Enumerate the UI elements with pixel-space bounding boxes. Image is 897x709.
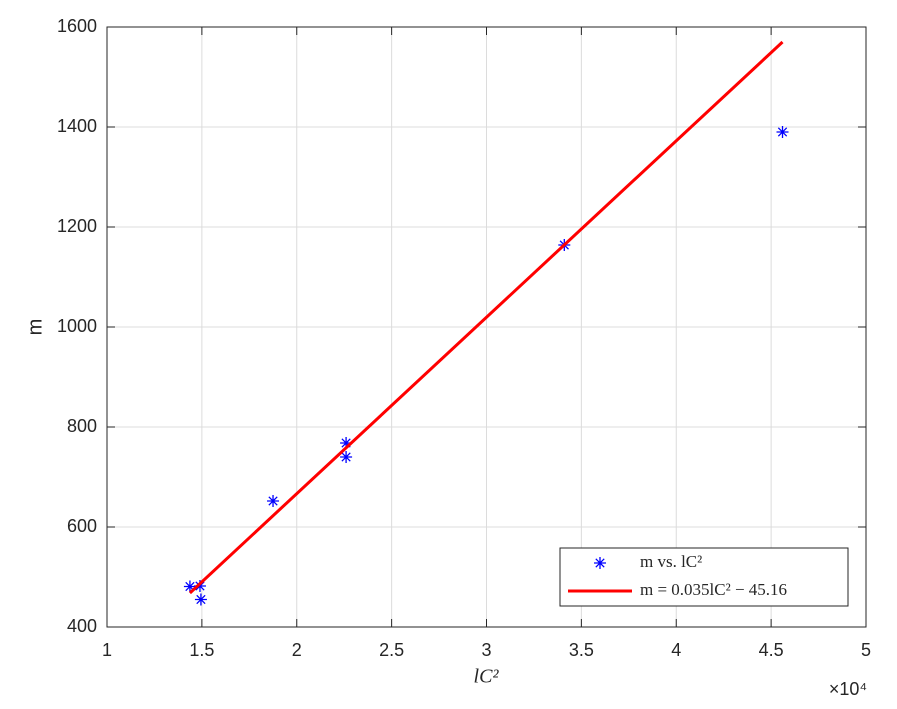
y-tick-label: 1400 bbox=[57, 116, 97, 136]
data-point bbox=[340, 437, 353, 449]
data-point bbox=[340, 451, 353, 463]
y-tick-label: 1000 bbox=[57, 316, 97, 336]
x-tick-label: 1.5 bbox=[189, 640, 214, 660]
y-tick-label: 400 bbox=[67, 616, 97, 636]
legend-box bbox=[559, 547, 849, 607]
x-tick-label: 3.5 bbox=[569, 640, 594, 660]
x-tick-label: 2.5 bbox=[379, 640, 404, 660]
legend-marker bbox=[594, 557, 606, 569]
x-tick-label: 4 bbox=[671, 640, 681, 660]
data-point bbox=[776, 126, 789, 138]
data-point bbox=[193, 580, 206, 592]
x-multiplier: ×10⁴ bbox=[829, 679, 867, 699]
y-axis-label: m bbox=[24, 319, 46, 336]
data-point bbox=[267, 495, 280, 507]
y-tick-label: 800 bbox=[67, 416, 97, 436]
y-tick-label: 1200 bbox=[57, 216, 97, 236]
x-tick-label: 5 bbox=[861, 640, 871, 660]
data-point bbox=[183, 580, 196, 593]
legend: m vs. lC² m = 0.035lC² − 45.16 bbox=[559, 547, 849, 607]
y-tick-label: 1600 bbox=[57, 16, 97, 36]
y-tick-label: 600 bbox=[67, 516, 97, 536]
legend-label: m vs. lC² bbox=[640, 552, 702, 571]
x-tick-label: 3 bbox=[481, 640, 491, 660]
plot-frame bbox=[106, 26, 867, 628]
x-tick-label: 1 bbox=[102, 640, 112, 660]
x-axis-label: lC² bbox=[474, 666, 500, 688]
fit-line bbox=[188, 40, 784, 595]
x-tick-label: 2 bbox=[292, 640, 302, 660]
data-point bbox=[194, 593, 207, 606]
legend-label: m = 0.035lC² − 45.16 bbox=[640, 580, 787, 599]
x-tick-label: 4.5 bbox=[759, 640, 784, 660]
